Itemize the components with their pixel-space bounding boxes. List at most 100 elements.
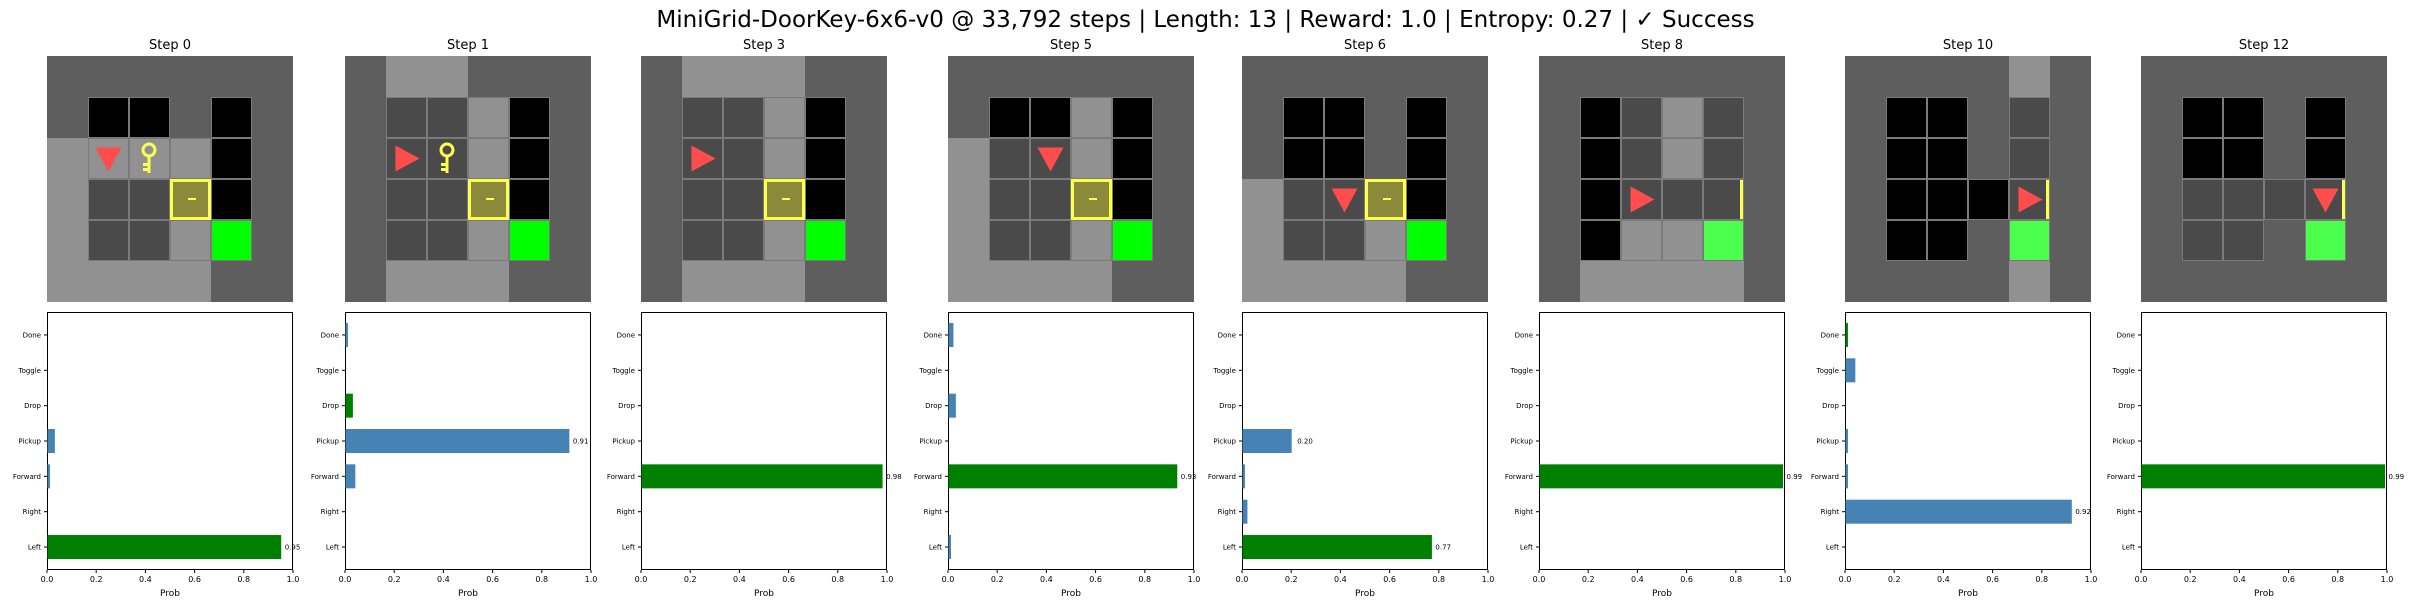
grid-cell [129, 220, 171, 262]
chart-mark [129, 138, 170, 179]
y-tick-label: Pickup [1816, 438, 1839, 446]
grid-cell [386, 261, 428, 302]
x-tick-label: 0.8 [2331, 575, 2344, 584]
grid-cell [723, 261, 765, 302]
grid-cell [764, 261, 806, 302]
chart-mark [1365, 220, 1406, 261]
step-title: Step 1 [446, 38, 489, 53]
y-tick-label: Right [924, 508, 943, 516]
chart-mark [1580, 97, 1621, 138]
grid-observation [1242, 56, 1488, 302]
grid-cell [47, 56, 89, 98]
x-tick-label: 0.6 [188, 575, 201, 584]
grid-cell [386, 56, 428, 98]
grid-cell [948, 220, 990, 262]
x-tick-label: 0.6 [1680, 575, 1693, 584]
x-tick-label: 0.2 [1888, 575, 1901, 584]
grid-cell [2346, 56, 2387, 98]
grid-cell [170, 220, 212, 262]
y-tick-label: Pickup [612, 438, 635, 446]
chart-mark [1968, 179, 2009, 220]
grid-cell [2050, 261, 2091, 302]
chart-mark [805, 138, 846, 179]
x-tick-label: 1.0 [2085, 575, 2098, 584]
grid-cell [764, 220, 806, 262]
chart-mark [88, 179, 129, 220]
chart-mark [1703, 179, 1744, 220]
prob-bar-done [345, 322, 348, 347]
chart-mark [445, 155, 449, 173]
grid-cell [2009, 56, 2051, 98]
grid-cell [1447, 56, 1488, 98]
prob-bar-left [1242, 535, 1432, 560]
grid-cell [345, 261, 387, 302]
x-tick-label: 0.8 [1729, 575, 1742, 584]
chart-mark [509, 138, 550, 179]
grid-cell [1447, 138, 1488, 180]
x-tick-label: 0.4 [1631, 575, 1644, 584]
grid-cell [2141, 261, 2183, 302]
grid-cell [550, 56, 591, 98]
y-tick-label: Left [28, 544, 41, 552]
grid-cell [1324, 220, 1366, 262]
chart-mark [1927, 220, 1968, 261]
prob-bar-forward [345, 464, 356, 489]
chart-mark [1089, 198, 1097, 200]
grid-cell [948, 56, 990, 98]
grid-cell [1845, 138, 1887, 180]
grid-cell [2305, 261, 2347, 302]
grid-cell [2009, 97, 2051, 139]
grid-cell [2009, 220, 2051, 262]
y-tick-label: Left [929, 544, 942, 552]
grid-cell [1324, 97, 1366, 139]
prob-bar-done [1845, 322, 1848, 347]
grid-cell [641, 220, 683, 262]
prob-bar-forward [1242, 464, 1245, 489]
x-tick-label: 0.8 [2035, 575, 2048, 584]
x-tick-label: 0.0 [1533, 575, 1546, 584]
grid-cell [1621, 261, 1663, 302]
action-prob-chart: Left Right Forward Pickup Drop Toggle Done 0.98… [607, 312, 902, 599]
x-axis-label: Prob [160, 589, 180, 599]
chart-mark [682, 179, 723, 220]
x-tick-label: 0.0 [942, 575, 955, 584]
y-tick-label: Pickup [316, 438, 339, 446]
chart-mark [1030, 179, 1071, 220]
grid-cell [1886, 56, 1928, 98]
chart-mark [88, 220, 129, 261]
grid-cell [1886, 261, 1928, 302]
chart-mark [1703, 220, 1744, 261]
x-tick-label: 1.0 [2381, 575, 2394, 584]
chart-mark [386, 97, 427, 138]
grid-cell [1112, 56, 1154, 98]
grid-cell [1845, 56, 1887, 98]
door-open-icon [1740, 180, 1743, 219]
grid-cell [2050, 97, 2091, 139]
grid-cell [1153, 138, 1194, 180]
grid-cell [1968, 179, 2010, 221]
x-tick-label: 0.6 [1383, 575, 1396, 584]
grid-cell [509, 138, 551, 180]
grid-cell [723, 179, 765, 221]
grid-cell [47, 138, 89, 180]
chart-mark [989, 138, 1030, 179]
y-tick-label: Toggle [315, 367, 339, 375]
grid-cell [1580, 97, 1622, 139]
grid-cell [509, 261, 551, 302]
grid-cell [1621, 97, 1663, 139]
grid-cell [170, 138, 212, 180]
chart-mark [509, 97, 550, 138]
y-tick-label: Pickup [1510, 438, 1533, 446]
chart-mark [1886, 138, 1927, 179]
x-tick-label: 0.2 [684, 575, 697, 584]
grid-cell [2223, 220, 2265, 262]
prob-bar-left [47, 535, 282, 560]
grid-cell [1283, 138, 1325, 180]
step-title: Step 12 [2238, 38, 2290, 53]
y-tick-label: Forward [914, 473, 942, 481]
grid-cell [2305, 56, 2347, 98]
grid-cell [2264, 56, 2306, 98]
grid-cell [345, 220, 387, 262]
y-tick-label: Right [1515, 508, 1534, 516]
x-tick-label: 0.2 [388, 575, 401, 584]
